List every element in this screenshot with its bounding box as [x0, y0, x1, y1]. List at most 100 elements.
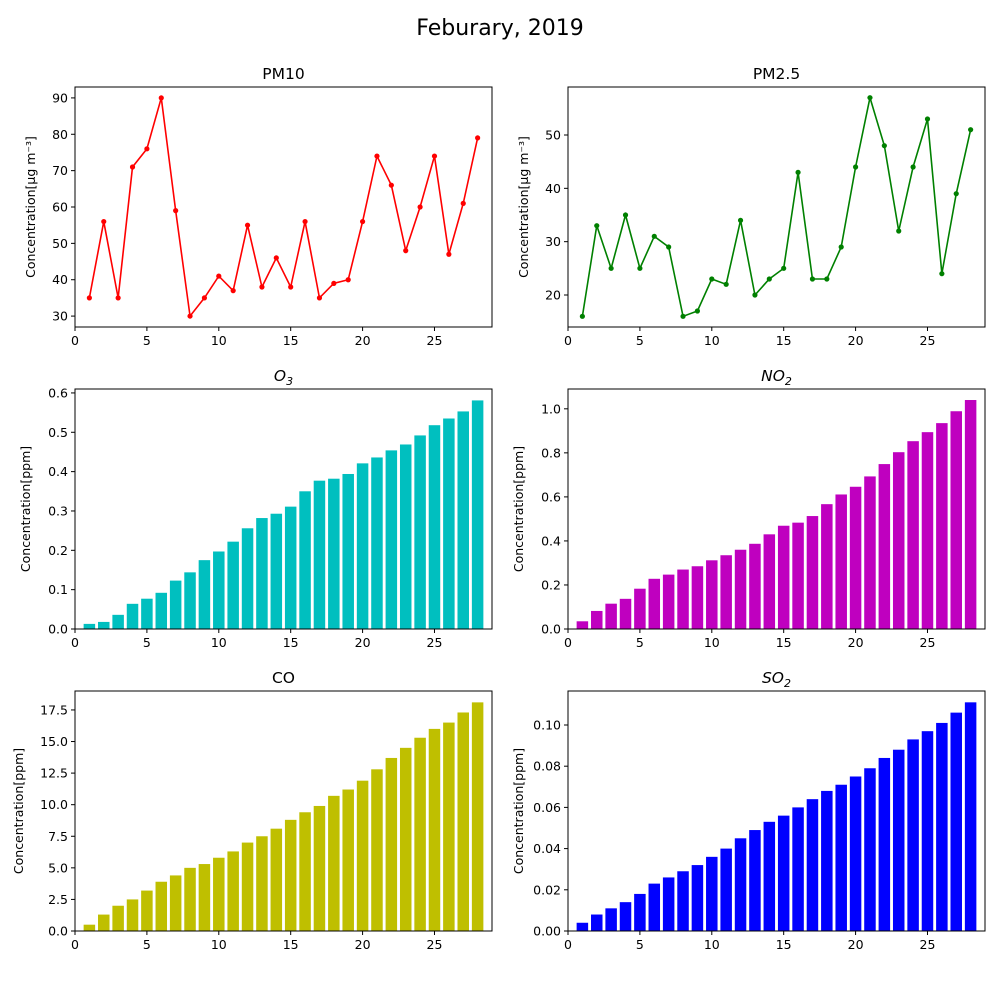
x-tick-label: 10 — [704, 333, 720, 348]
bar — [198, 864, 211, 931]
subplot-2: PM2.5 0 5 10 15 20 25 20 30 40 50 Concentration[μg … — [516, 65, 986, 348]
axes-frame — [74, 388, 493, 630]
data-point — [608, 265, 614, 271]
y-tick-label: 90 — [52, 90, 68, 105]
y-axis-label: Concentration[ppm] — [511, 446, 526, 572]
bar — [342, 789, 354, 931]
bar — [921, 432, 934, 629]
x-tick-label: 5 — [143, 937, 151, 952]
axes-frame — [567, 388, 986, 630]
bar — [605, 908, 617, 931]
data-point — [288, 284, 294, 290]
y-axis-label: Concentration[ppm] — [511, 748, 526, 874]
bar — [835, 784, 847, 931]
subplot-4: NO2 0 5 10 15 20 25 0.0 0.2 0.4 0.6 0.8 1.0 Concentra… — [511, 367, 986, 650]
bar — [356, 780, 369, 931]
y-tick-label: 50 — [545, 128, 561, 143]
bar — [213, 551, 225, 629]
subplot-title: PM10 — [262, 65, 304, 83]
y-tick-label: 0.6 — [541, 489, 561, 504]
bar — [864, 476, 876, 629]
y-axis-label: Concentration[ppm] — [11, 748, 26, 874]
bar — [227, 851, 239, 931]
data-point — [201, 295, 208, 301]
bar — [443, 722, 455, 931]
data-point — [594, 223, 600, 229]
bar — [241, 528, 254, 629]
bar — [213, 857, 225, 931]
data-point — [460, 200, 466, 206]
y-tick-label: 0.5 — [48, 425, 68, 440]
data-point — [809, 276, 816, 282]
y-tick-label: 0.4 — [48, 464, 68, 479]
data-point — [896, 228, 902, 234]
y-tick-label: 0.0 — [541, 622, 561, 637]
bar — [691, 865, 704, 931]
data-point — [144, 146, 150, 152]
bar — [256, 836, 268, 931]
bar — [806, 799, 819, 931]
subplot-title: CO — [272, 669, 295, 687]
y-tick-label: 40 — [545, 181, 561, 196]
y-axis-label: Concentration[μg m⁻³] — [23, 136, 38, 278]
data-point — [302, 218, 308, 225]
y-tick-label: 0.2 — [48, 543, 68, 558]
subplot-3: O3 0 5 10 15 20 25 0.0 0.1 0.2 0.3 0.4 0.5 0.6 Concent… — [18, 367, 493, 650]
bar — [169, 875, 182, 931]
x-tick-label: 25 — [427, 333, 443, 348]
bar — [385, 450, 398, 629]
y-tick-label: 70 — [52, 163, 68, 178]
data-point — [680, 313, 686, 319]
data-point — [781, 265, 787, 271]
bar — [634, 588, 646, 629]
series-line — [88, 97, 479, 319]
x-tick-label: 10 — [704, 635, 720, 650]
y-tick-label: 0.10 — [533, 717, 561, 732]
bar — [184, 867, 196, 931]
bar — [720, 555, 732, 629]
bar — [648, 578, 661, 629]
bar — [126, 899, 139, 931]
y-tick-label: 0.8 — [541, 445, 561, 460]
bar — [141, 598, 153, 629]
data-point — [637, 265, 643, 271]
data-point — [431, 153, 438, 159]
x-tick-label: 0 — [71, 333, 79, 348]
x-tick-label: 20 — [848, 333, 864, 348]
data-point — [968, 127, 974, 133]
x-tick-label: 5 — [636, 937, 644, 952]
data-point — [709, 276, 715, 282]
axes-frame — [74, 86, 493, 328]
bar — [428, 425, 441, 629]
x-tick-label: 0 — [71, 937, 79, 952]
x-tick-label: 10 — [211, 635, 227, 650]
y-tick-label: 50 — [52, 236, 68, 251]
bar — [662, 877, 675, 931]
x-tick-label: 0 — [564, 333, 572, 348]
data-point — [881, 143, 887, 149]
bar — [921, 731, 934, 931]
bar — [821, 790, 833, 931]
data-point — [244, 222, 251, 228]
y-tick-label: 0.6 — [48, 385, 68, 400]
bar — [576, 621, 589, 629]
bar — [342, 473, 354, 629]
y-tick-label: 7.5 — [48, 829, 68, 844]
bar — [964, 400, 977, 629]
data-point — [723, 281, 729, 287]
data-point — [910, 164, 916, 170]
y-tick-label: 0.00 — [533, 924, 561, 939]
data-point — [737, 217, 744, 223]
y-tick-label: 0.04 — [533, 841, 561, 856]
bar — [126, 603, 139, 629]
bar — [83, 924, 96, 931]
y-tick-label: 12.5 — [40, 766, 68, 781]
data-point — [417, 204, 423, 210]
x-tick-label: 15 — [283, 333, 299, 348]
data-point — [403, 248, 409, 254]
bar — [83, 623, 96, 629]
x-tick-label: 25 — [427, 937, 443, 952]
bar — [835, 494, 847, 629]
bar — [184, 572, 196, 629]
bar — [763, 821, 776, 931]
